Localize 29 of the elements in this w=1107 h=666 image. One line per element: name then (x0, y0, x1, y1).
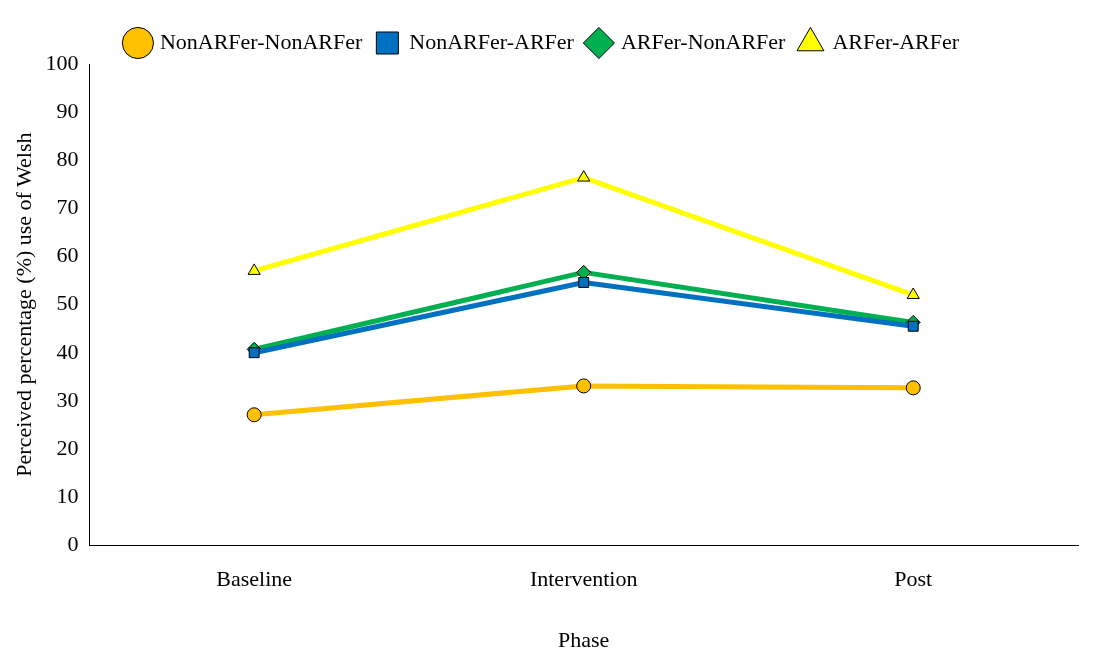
point (248, 347, 260, 359)
point (247, 263, 261, 275)
point (905, 380, 921, 396)
y-tick-label: 10 (56, 482, 79, 508)
legend-label: ARFer-NonARFer (620, 28, 787, 54)
legend-label: NonARFer-NonARFer (159, 28, 364, 54)
legend-label: ARFer-ARFer (832, 28, 960, 54)
point (577, 170, 591, 182)
x-tick-label: Post (894, 566, 933, 592)
x-tick-label: Intervention (529, 566, 638, 592)
y-axis-title: Perceived percentage (%) use of Welsh (10, 132, 36, 477)
point (906, 287, 920, 299)
y-tick-label: 20 (56, 434, 79, 460)
y-tick-label: 30 (56, 386, 79, 412)
y-tick-label: 70 (56, 194, 79, 220)
point (578, 277, 590, 288)
x-tick-label: Baseline (216, 566, 293, 592)
y-tick-label: 0 (67, 530, 79, 556)
point (246, 407, 262, 423)
y-tick-label: 50 (56, 290, 79, 316)
x-axis-title: Phase (558, 626, 610, 652)
point (907, 320, 919, 332)
y-tick-label: 90 (56, 97, 79, 123)
y-tick-label: 40 (56, 338, 79, 364)
y-tick-label: 60 (56, 242, 79, 268)
y-tick-label: 100 (45, 49, 79, 75)
y-tick-label: 80 (56, 146, 79, 172)
point (576, 378, 592, 394)
legend-label: NonARFer-ARFer (409, 28, 575, 54)
